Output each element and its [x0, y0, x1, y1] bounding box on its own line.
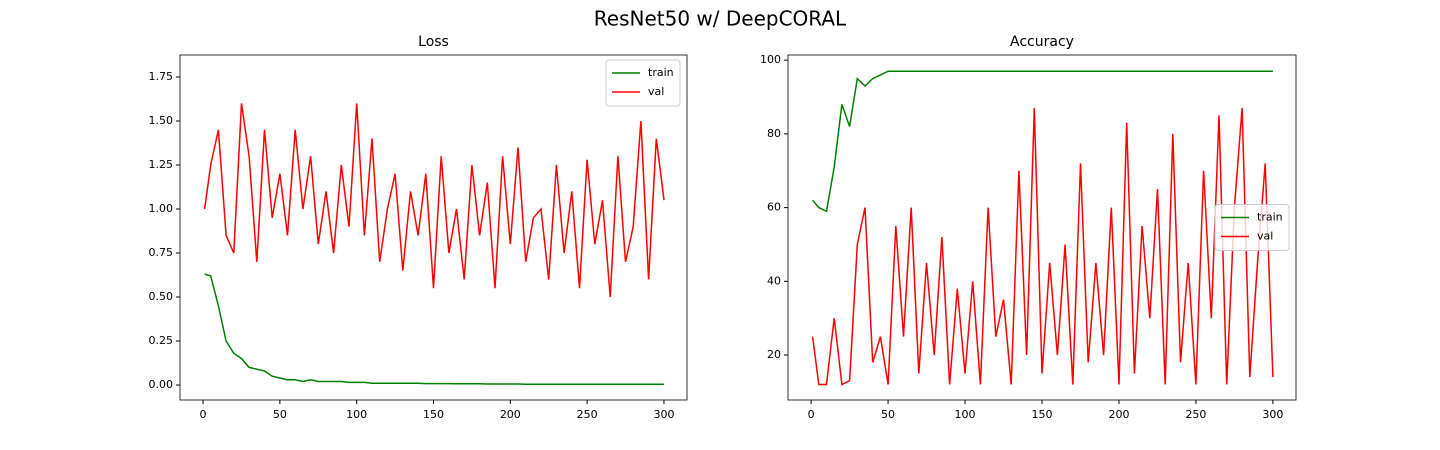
axes-frame — [787, 54, 1297, 401]
y-tick-label: 0.75 — [149, 246, 174, 259]
y-tick-label: 0.00 — [149, 378, 174, 391]
x-tick-label: 0 — [200, 408, 207, 421]
y-tick-label: 0.25 — [149, 334, 174, 347]
x-tick-label: 150 — [1032, 408, 1053, 421]
y-tick-label: 1.25 — [149, 158, 174, 171]
legend-label: train — [1257, 211, 1283, 224]
legend-label: val — [648, 85, 664, 98]
x-tick-label: 100 — [955, 408, 976, 421]
axes-title: Loss — [418, 34, 449, 50]
axes-frame — [179, 54, 688, 401]
x-tick-label: 100 — [346, 408, 367, 421]
legend-label: train — [648, 66, 674, 79]
line — [812, 70, 1273, 213]
y-tick-label: 1.75 — [149, 70, 174, 83]
x-tick-label: 200 — [500, 408, 521, 421]
x-tick-label: 50 — [273, 408, 287, 421]
plot-area — [180, 55, 687, 400]
x-tick-label: 300 — [653, 408, 674, 421]
line — [811, 108, 1274, 386]
x-tick-label: 0 — [808, 408, 815, 421]
y-tick-label: 100 — [760, 53, 781, 66]
plot-area — [788, 55, 1296, 400]
axes-title: Accuracy — [1010, 34, 1074, 50]
x-tick-label: 200 — [1108, 408, 1129, 421]
x-tick-label: 50 — [881, 408, 895, 421]
line — [203, 103, 665, 298]
y-tick-label: 1.50 — [149, 114, 174, 127]
y-tick-label: 1.00 — [149, 202, 174, 215]
x-tick-label: 250 — [1185, 408, 1206, 421]
figure-title: ResNet50 w/ DeepCORAL — [594, 7, 847, 31]
y-tick-label: 80 — [767, 127, 781, 140]
y-tick-label: 40 — [767, 274, 781, 287]
line — [204, 273, 664, 386]
legend-box — [605, 59, 681, 107]
legend-label: val — [1257, 230, 1273, 243]
x-tick-label: 250 — [577, 408, 598, 421]
x-tick-label: 300 — [1262, 408, 1283, 421]
y-tick-label: 0.50 — [149, 290, 174, 303]
y-tick-label: 20 — [767, 348, 781, 361]
x-tick-label: 150 — [423, 408, 444, 421]
y-tick-label: 60 — [767, 201, 781, 214]
legend-box — [1214, 204, 1290, 251]
